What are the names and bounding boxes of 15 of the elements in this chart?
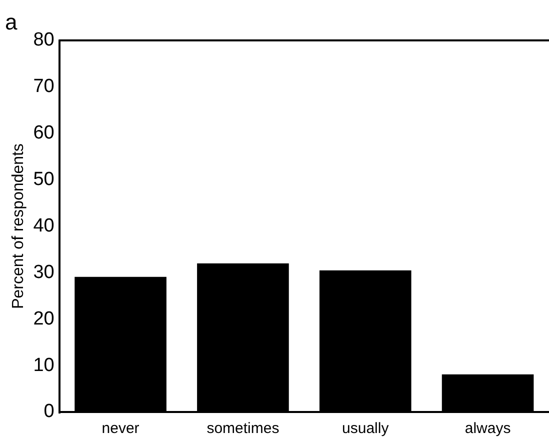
y-axis-title: Percent of respondents — [10, 143, 28, 309]
x-tick-label: never — [102, 420, 140, 438]
y-tick-label: 60 — [33, 122, 54, 144]
y-tick-label: 10 — [33, 354, 54, 376]
x-tick-label: usually — [342, 420, 390, 438]
y-tick-label: 20 — [33, 308, 54, 330]
chart-title: a — [5, 9, 18, 34]
y-tick-label: 40 — [33, 215, 54, 236]
x-tick-label: sometimes — [206, 420, 280, 438]
x-tick-label: always — [464, 420, 511, 438]
y-tick-label: 70 — [33, 76, 54, 98]
y-tick-label: 30 — [33, 262, 54, 283]
y-tick-label: 0 — [44, 401, 54, 422]
y-tick-label: 50 — [33, 168, 54, 190]
y-tick-label: 80 — [33, 30, 54, 51]
